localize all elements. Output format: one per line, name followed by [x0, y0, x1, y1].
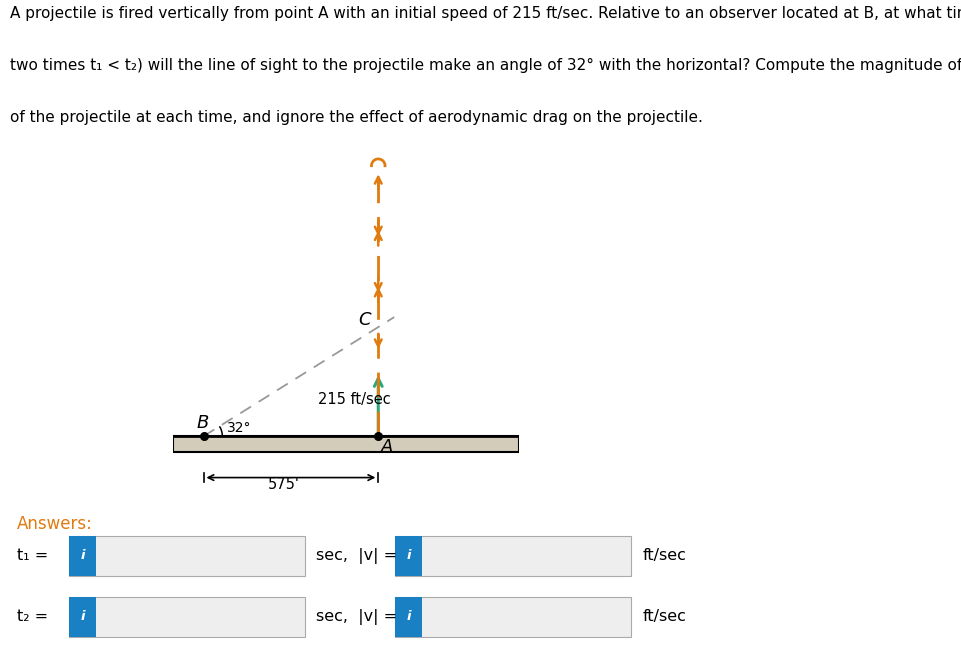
Text: C: C	[358, 311, 371, 329]
Text: i: i	[81, 610, 85, 623]
Text: B: B	[197, 414, 209, 432]
Text: i: i	[407, 610, 410, 623]
Text: ft/sec: ft/sec	[642, 609, 686, 625]
Text: ft/sec: ft/sec	[642, 548, 686, 563]
Text: 215 ft/sec: 215 ft/sec	[318, 392, 390, 408]
Text: 32°: 32°	[227, 421, 251, 435]
Text: sec,  |v| =: sec, |v| =	[316, 548, 397, 564]
Text: 575': 575'	[268, 477, 300, 492]
Text: t₂ =: t₂ =	[17, 609, 48, 625]
FancyBboxPatch shape	[69, 536, 96, 576]
Bar	[173, 436, 519, 452]
FancyBboxPatch shape	[69, 597, 96, 637]
FancyBboxPatch shape	[395, 597, 630, 637]
Text: two times t₁ < t₂) will the line of sight to the projectile make an angle of 32°: two times t₁ < t₂) will the line of sigh…	[10, 58, 961, 73]
Text: i: i	[81, 549, 85, 563]
FancyBboxPatch shape	[395, 536, 630, 576]
FancyBboxPatch shape	[395, 536, 422, 576]
Text: of the projectile at each time, and ignore the effect of aerodynamic drag on the: of the projectile at each time, and igno…	[10, 110, 702, 125]
Text: i: i	[407, 549, 410, 563]
FancyBboxPatch shape	[69, 536, 305, 576]
Text: Answers:: Answers:	[17, 516, 93, 533]
Text: A projectile is fired vertically from point A with an initial speed of 215 ft/se: A projectile is fired vertically from po…	[10, 6, 961, 21]
Text: sec,  |v| =: sec, |v| =	[316, 609, 397, 625]
Text: A: A	[381, 438, 393, 456]
FancyBboxPatch shape	[69, 597, 305, 637]
Text: t₁ =: t₁ =	[17, 548, 48, 563]
FancyBboxPatch shape	[395, 597, 422, 637]
